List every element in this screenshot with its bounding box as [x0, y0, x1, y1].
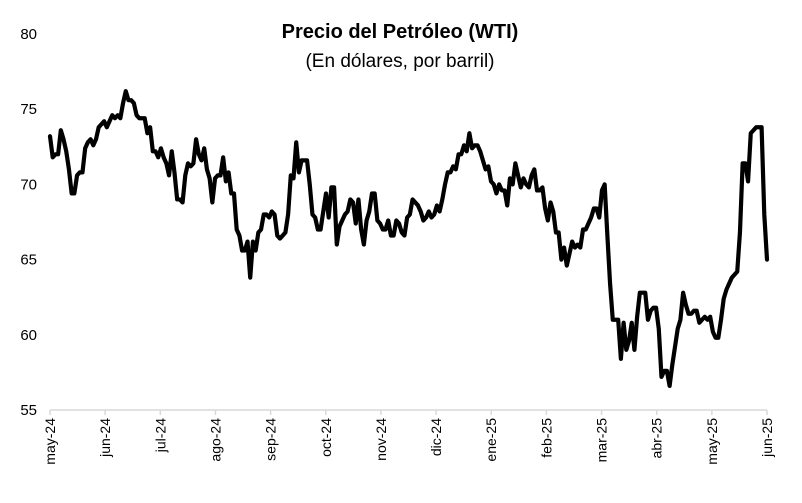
x-tick-label: may-25: [704, 418, 720, 465]
x-tick-label: may-24: [42, 418, 58, 465]
y-tick-label: 80: [20, 26, 37, 43]
y-tick-label: 55: [20, 402, 37, 419]
x-tick-label: jun-25: [759, 418, 775, 458]
y-tick-label: 65: [20, 252, 37, 269]
chart-title: Precio del Petróleo (WTI): [282, 21, 519, 43]
x-tick-label: jul-24: [152, 418, 168, 453]
y-tick-label: 60: [20, 327, 37, 344]
y-axis-ticks: 55 60 65 70 75 80: [20, 26, 37, 419]
x-tick-label: ene-25: [483, 418, 499, 462]
x-tick-label: nov-24: [373, 418, 389, 461]
x-tick-label: jun-24: [97, 418, 113, 458]
x-tick-label: dic-24: [428, 418, 444, 456]
x-tick-label: abr-25: [649, 418, 665, 459]
wti-price-line: [47, 89, 770, 389]
x-tick-label: sep-24: [263, 418, 279, 461]
x-tick-label: oct-24: [318, 418, 334, 457]
y-tick-label: 75: [20, 101, 37, 118]
chart-subtitle: (En dólares, por barril): [305, 51, 494, 72]
x-axis-ticks: may-24 jun-24 jul-24 ago-24 sep-24 oct-24 nov-…: [42, 410, 775, 465]
x-tick-label: mar-25: [594, 418, 610, 463]
y-tick-label: 70: [20, 176, 37, 193]
x-tick-label: ago-24: [207, 418, 223, 462]
x-tick-label: feb-25: [538, 418, 554, 458]
